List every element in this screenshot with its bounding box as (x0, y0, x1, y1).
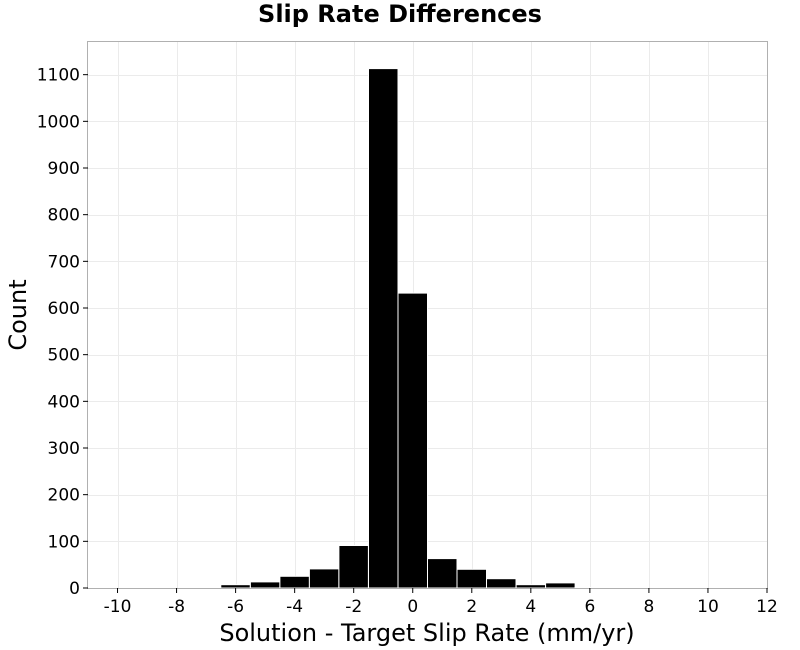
histogram-bar (338, 545, 369, 589)
x-tick-label: -10 (104, 597, 132, 617)
histogram-bar (486, 578, 517, 589)
histogram-bar (308, 568, 340, 589)
x-tick-label: 12 (756, 597, 778, 617)
histogram-bar (515, 584, 547, 589)
bar-layer (190, 68, 606, 589)
x-tick-label: -4 (286, 597, 303, 617)
histogram-bar (368, 68, 399, 589)
x-axis-ticks: -10 -8 -6 -4 -2 0 2 4 6 8 10 12 (104, 588, 778, 617)
x-tick-label: 4 (525, 597, 536, 617)
x-axis-title: Solution - Target Slip Rate (mm/yr) (219, 619, 634, 647)
histogram-bar (574, 587, 606, 589)
y-tick-label: 800 (48, 206, 80, 226)
histogram-bar (427, 558, 458, 589)
y-tick-label: 700 (48, 252, 80, 272)
x-tick-label: 0 (407, 597, 418, 617)
y-tick-label: 0 (69, 579, 80, 599)
histogram-bar (220, 584, 251, 589)
histogram-bar (279, 575, 310, 589)
y-tick-label: 500 (48, 346, 80, 366)
x-tick-label: -8 (168, 597, 185, 617)
histogram-bar (190, 587, 222, 589)
y-tick-label: 1100 (37, 66, 80, 86)
histogram-bar (397, 292, 428, 589)
y-tick-label: 600 (48, 299, 80, 319)
y-tick-label: 100 (48, 532, 80, 552)
x-tick-label: 8 (643, 597, 654, 617)
histogram-bar (249, 581, 281, 589)
x-tick-label: -6 (227, 597, 244, 617)
y-axis-ticks: 0 100 200 300 400 500 600 700 800 900 1000 1100 (37, 66, 88, 599)
y-tick-label: 300 (48, 439, 80, 459)
y-tick-label: 1000 (37, 112, 80, 132)
x-tick-label: -2 (345, 597, 362, 617)
x-tick-label: 6 (584, 597, 595, 617)
y-tick-label: 400 (48, 392, 80, 412)
y-tick-label: 200 (48, 486, 80, 506)
chart-title: Slip Rate Differences (258, 0, 542, 28)
histogram-bar (545, 582, 576, 589)
x-tick-label: 10 (697, 597, 719, 617)
y-tick-label: 900 (48, 159, 80, 179)
plot-frame (87, 41, 768, 589)
y-axis-title: Count (4, 279, 32, 350)
x-tick-label: 2 (466, 597, 477, 617)
histogram-bar (456, 568, 487, 589)
